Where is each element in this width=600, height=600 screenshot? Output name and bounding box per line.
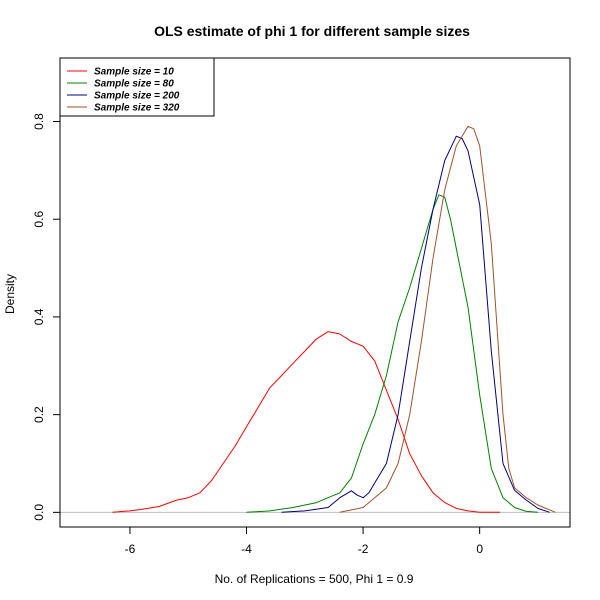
x-tick-label: 0 [476,542,483,556]
legend-label-1: Sample size = 80 [94,79,174,90]
series-layer [112,125,556,513]
x-axis-label: No. of Replications = 500, Phi 1 = 0.9 [215,572,414,586]
y-tick-label: 0.6 [32,211,46,228]
chart-title: OLS estimate of phi 1 for different samp… [154,23,470,39]
series-line-2 [281,135,550,513]
legend-label-0: Sample size = 10 [94,67,174,78]
x-tick-label: -6 [125,542,136,556]
legend-label-3: Sample size = 320 [94,103,180,114]
y-axis: 0.0 0.2 0.4 0.6 0.8 [32,113,61,521]
y-tick-label: 0.2 [32,406,46,423]
x-tick-label: -2 [358,542,369,556]
legend-label-2: Sample size = 200 [94,91,180,102]
y-tick-label: 0.4 [32,308,46,325]
x-axis: -6 -4 -2 0 [125,526,483,556]
series-line-3 [339,125,556,513]
y-axis-label: Density [3,274,17,314]
plot-frame [59,57,571,528]
legend-box [59,57,215,117]
series-line-1 [246,194,538,513]
x-tick-label: -4 [241,542,252,556]
series-line-0 [112,331,501,513]
y-tick-label: 0.8 [32,113,46,130]
y-tick-label: 0.0 [32,504,46,521]
